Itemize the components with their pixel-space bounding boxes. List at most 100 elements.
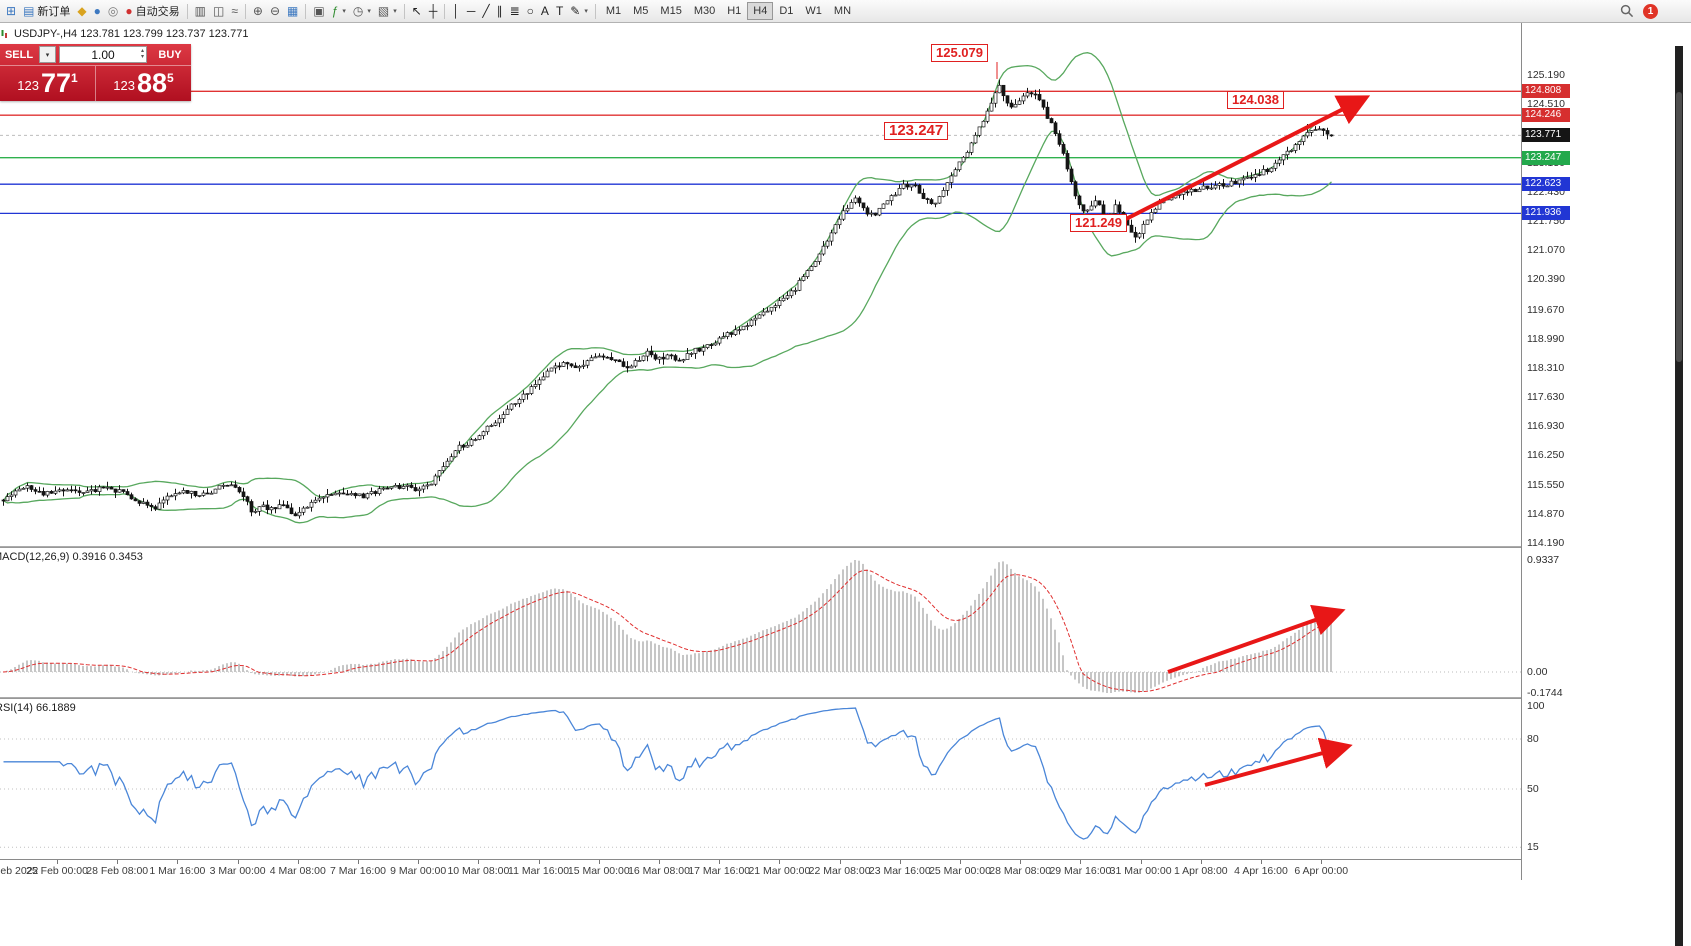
time-label: 21 Mar 00:00	[748, 865, 811, 877]
price-scale-label: 114.870	[1527, 508, 1565, 520]
timeframe-h1-button[interactable]: H1	[727, 5, 742, 17]
price-scale-label: 119.670	[1527, 304, 1565, 316]
channel-button[interactable]: ∥	[494, 2, 506, 21]
sell-button[interactable]: SELL	[4, 48, 34, 61]
fibonacci-icon: ≣	[509, 4, 520, 18]
price-chart-panel[interactable]: USDJPY-,H4 123.781 123.799 123.737 123.7…	[0, 23, 1521, 546]
fibonacci-button[interactable]: ≣	[507, 2, 523, 21]
buy-price[interactable]: 123 88 5	[95, 66, 191, 101]
crosshair-button[interactable]: ┼	[426, 2, 441, 21]
zoom-out-button[interactable]: ⊖	[267, 2, 283, 21]
price-chart-canvas[interactable]	[0, 23, 1521, 546]
text-icon: A	[540, 4, 549, 18]
periods-button[interactable]: ◷ ▾	[350, 2, 374, 21]
new-chart-button[interactable]: ⊞	[3, 2, 19, 21]
crosshair-icon: ┼	[428, 4, 438, 18]
spin-up-icon[interactable]: ▴	[140, 48, 144, 54]
time-tick	[598, 860, 600, 864]
timeframe-d1-button[interactable]: D1	[779, 5, 794, 17]
panel-divider[interactable]	[0, 697, 1683, 699]
toolbar-separator	[594, 3, 596, 19]
one-click-dropdown[interactable]: ▾	[39, 46, 56, 63]
sell-price[interactable]: 123 77 1	[17, 68, 78, 98]
time-label: 28 Feb 08:00	[86, 865, 149, 877]
bollinger-upper-band	[2, 52, 1332, 502]
scrollbar[interactable]	[1675, 46, 1683, 946]
timeframe-m5-button[interactable]: M5	[633, 5, 649, 17]
time-label: 16 Mar 08:00	[628, 865, 690, 877]
price-axis[interactable]: 125.190124.510123.130122.430121.750121.0…	[1522, 23, 1683, 880]
price-callout-121.249[interactable]: 121.249	[1070, 214, 1127, 232]
market-button[interactable]: ●	[91, 2, 104, 21]
tile-windows-button[interactable]: ▦	[284, 2, 301, 21]
new-order-button[interactable]: ▤ 新订单	[20, 2, 73, 21]
price-scale-label: 116.930	[1527, 420, 1565, 432]
horizontal-line-button[interactable]: ─	[464, 2, 479, 21]
bar-chart-button[interactable]: ▥	[192, 2, 209, 21]
timeframe-w1-button[interactable]: W1	[805, 5, 822, 17]
volume-input[interactable]: 1.00 ▴ ▾	[59, 46, 147, 63]
spin-down-icon[interactable]: ▾	[140, 54, 144, 60]
trend-arrow[interactable]	[1167, 604, 1346, 674]
label-button[interactable]: T	[553, 2, 566, 21]
timeframe-m15-button[interactable]: M15	[660, 5, 682, 17]
macd-panel[interactable]: MACD(12,26,9) 0.3916 0.3453	[0, 548, 1521, 697]
price-callout-125.079[interactable]: 125.079	[931, 44, 988, 62]
autotrading-button[interactable]: ● 自动交易	[122, 2, 182, 21]
timeframe-m30-button[interactable]: M30	[693, 5, 716, 17]
time-tick	[57, 860, 58, 864]
time-label: 10 Mar 08:00	[447, 865, 510, 877]
vertical-line-button[interactable]: │	[449, 2, 463, 21]
time-tick	[358, 860, 359, 864]
price-callout-123.247[interactable]: 123.247	[884, 122, 949, 140]
rsi-panel[interactable]: RSI(14) 66.1889	[0, 699, 1521, 859]
shapes-button[interactable]: ○	[524, 2, 537, 21]
text-button[interactable]: A	[538, 2, 552, 21]
macd-scale-label: 0.00	[1527, 666, 1548, 678]
time-label: 29 Mar 16:00	[1049, 865, 1112, 877]
signals-button[interactable]: ◎	[105, 2, 121, 21]
vertical-line-icon: │	[452, 4, 460, 18]
timeframe-mn-button[interactable]: MN	[833, 5, 852, 17]
panel-divider[interactable]	[0, 546, 1683, 548]
line-chart-button[interactable]: ≈	[228, 2, 241, 21]
metaeditor-button[interactable]: ◆	[74, 2, 89, 21]
trend-arrow[interactable]	[1125, 95, 1371, 221]
trendline-button[interactable]: ╱	[479, 2, 492, 21]
indicators-button[interactable]: ƒ ▾	[329, 2, 349, 21]
macd-canvas[interactable]	[0, 548, 1521, 697]
time-tick	[1140, 860, 1142, 864]
notification-badge[interactable]: 1	[1643, 3, 1658, 19]
trend-arrow[interactable]	[1204, 737, 1353, 787]
scrollbar-thumb[interactable]	[1676, 92, 1682, 362]
rsi-scale-label: 80	[1527, 733, 1539, 745]
time-tick	[117, 860, 119, 864]
templates-button[interactable]: ▧ ▾	[375, 2, 400, 21]
rsi-canvas[interactable]	[0, 699, 1521, 859]
search-icon[interactable]	[1620, 4, 1634, 18]
auto-arrange-button[interactable]: ▣	[310, 2, 327, 21]
toolbar-right: 1	[1620, 3, 1688, 19]
arrows-tool-icon: ✎	[570, 4, 581, 18]
candlestick-chart-button[interactable]: ◫	[210, 2, 227, 21]
macd-indicator-label: MACD(12,26,9) 0.3916 0.3453	[0, 551, 143, 563]
time-tick	[1020, 860, 1022, 864]
zoom-in-button[interactable]: ⊕	[250, 2, 266, 21]
arrows-tool-button[interactable]: ✎ ▾	[567, 2, 591, 21]
time-tick	[478, 860, 480, 864]
time-tick	[779, 860, 781, 864]
price-callout-124.038[interactable]: 124.038	[1227, 91, 1284, 109]
chart-window: USDJPY-,H4 123.781 123.799 123.737 123.7…	[0, 23, 1683, 946]
time-tick	[839, 860, 841, 864]
timeframe-m1-button[interactable]: M1	[605, 5, 622, 17]
buy-button[interactable]: BUY	[158, 48, 182, 61]
bar-chart-icon: ▥	[194, 4, 206, 18]
cursor-button[interactable]: ↖	[409, 2, 425, 21]
volume-spinner[interactable]: ▴ ▾	[141, 48, 144, 60]
timeframe-h4-button[interactable]: H4	[747, 2, 774, 20]
price-tag-123.771: 123.771	[1522, 128, 1570, 142]
time-tick	[1080, 860, 1082, 864]
market-icon: ●	[93, 4, 101, 18]
macd-scale-label: -0.1744	[1527, 687, 1563, 699]
